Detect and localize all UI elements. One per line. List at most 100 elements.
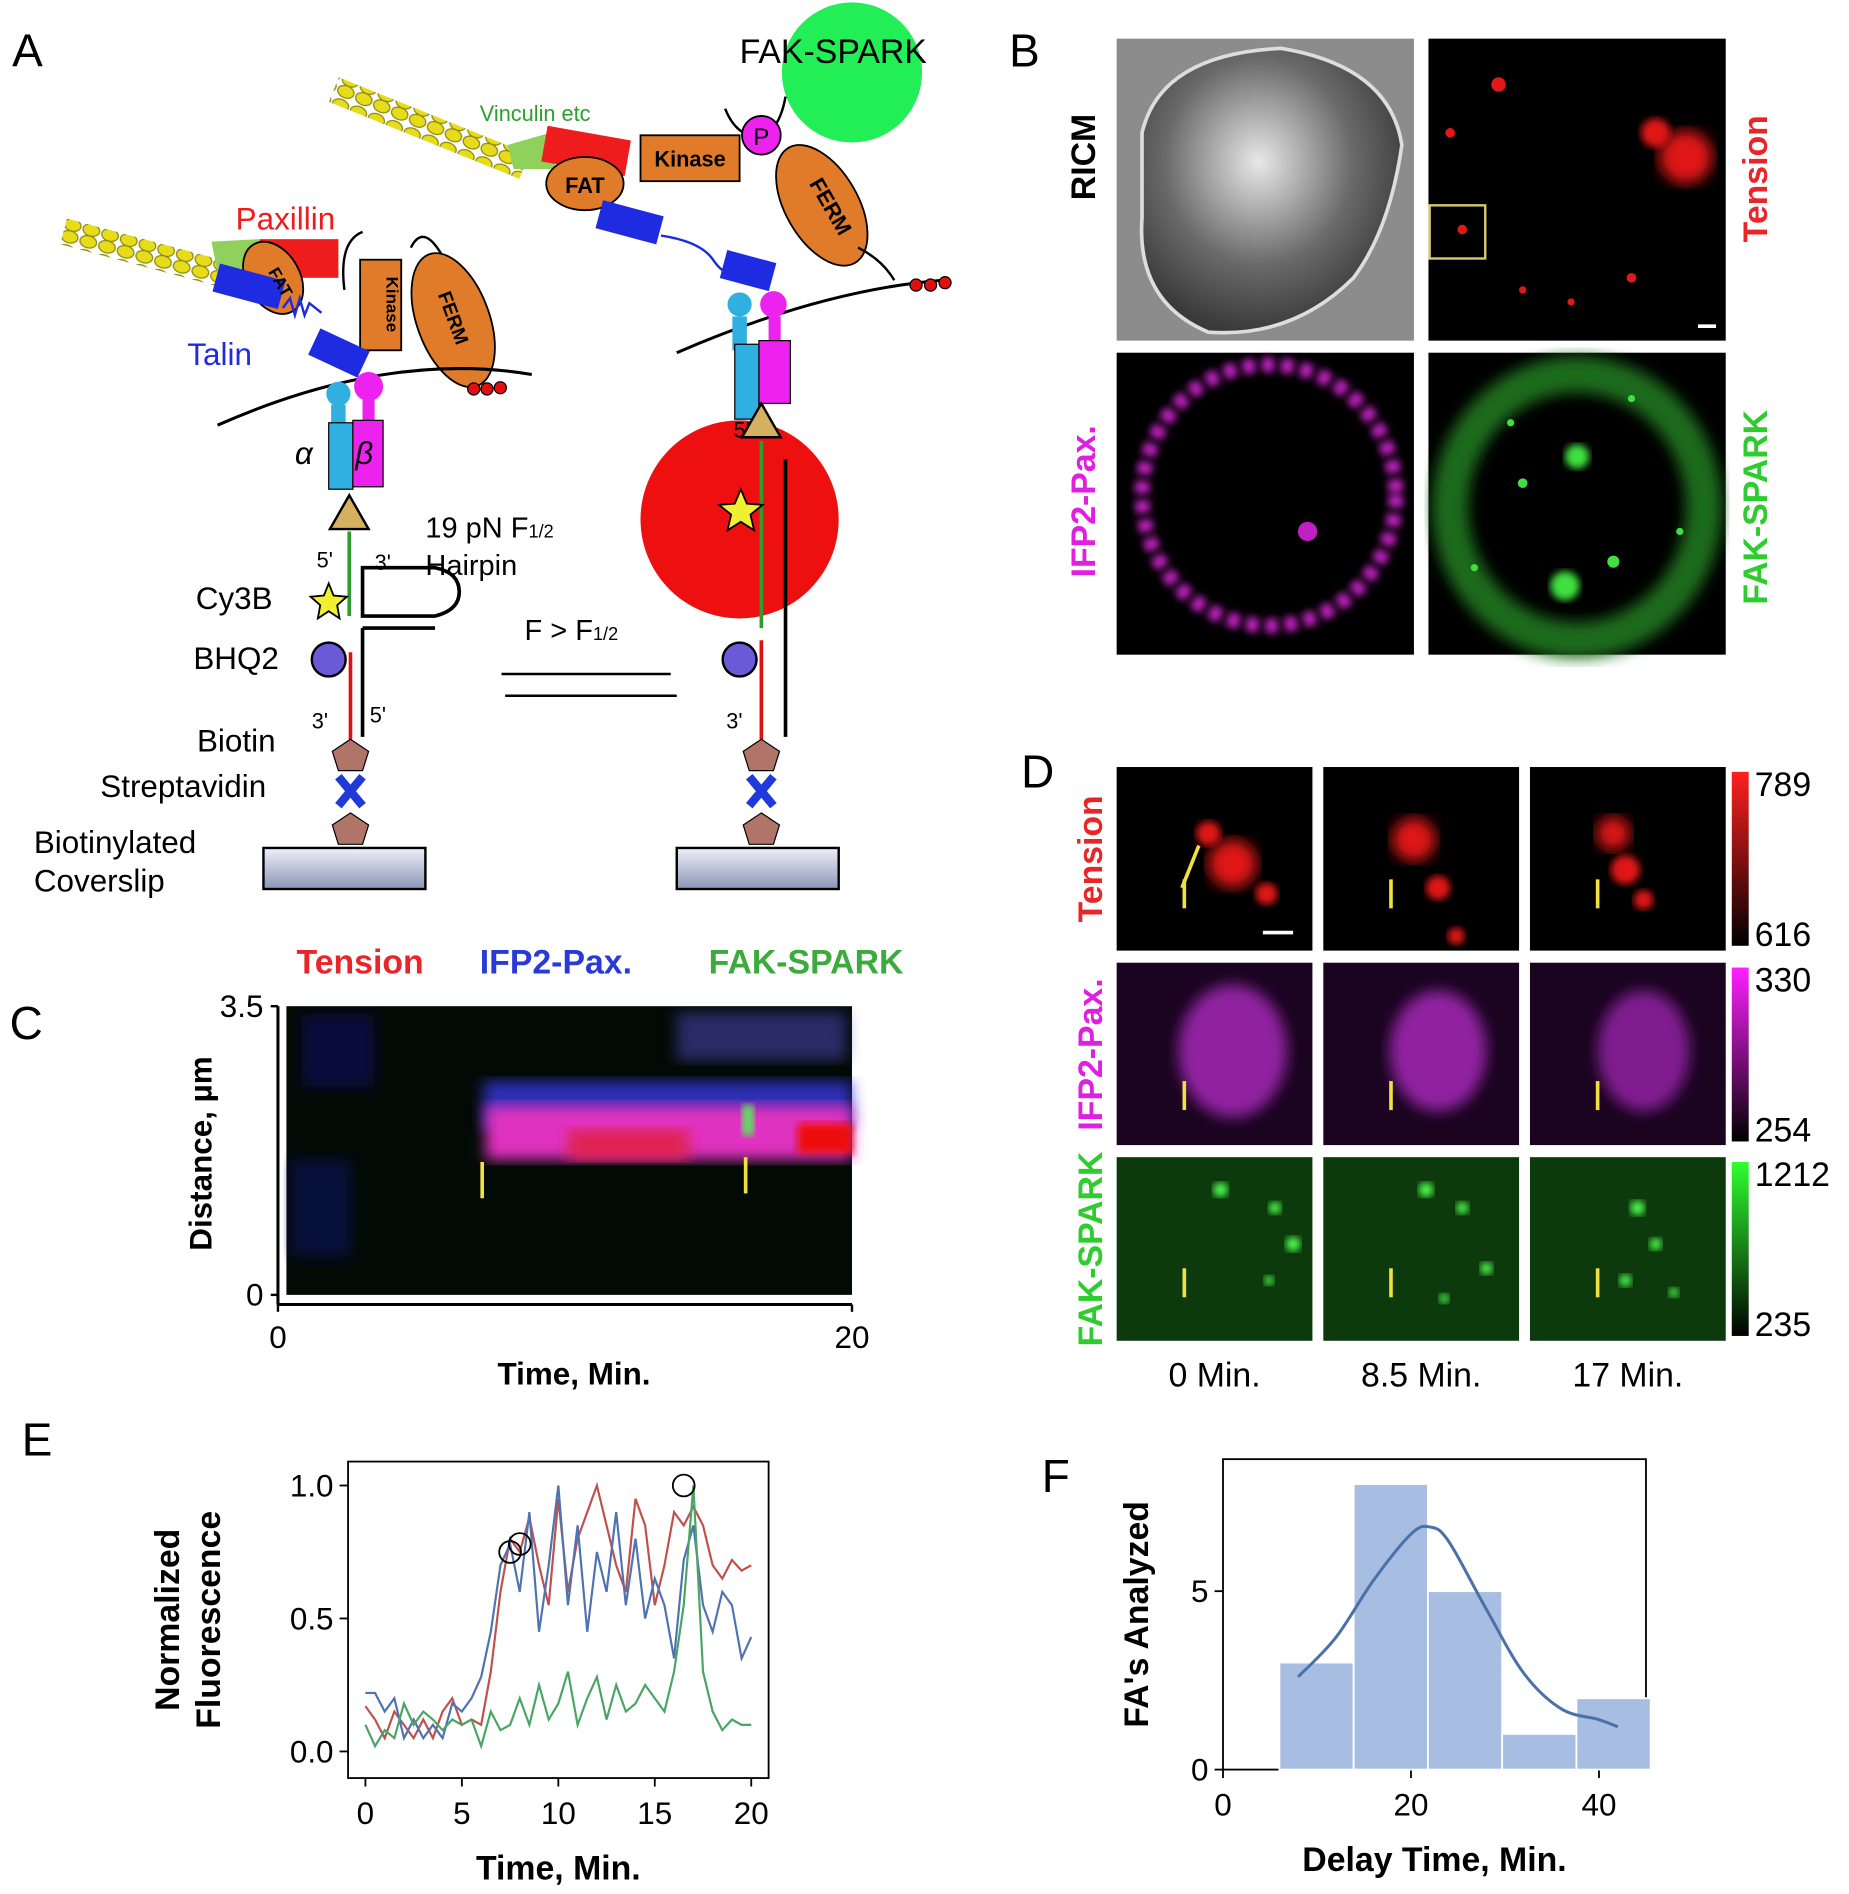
panel-a-diagram-part — [742, 812, 781, 845]
panel-a-diagram-part — [342, 230, 443, 291]
panel-d-images-part — [1268, 1201, 1282, 1214]
panel-d-images-part — [1447, 927, 1465, 945]
panel-b-images-part — [1428, 38, 1726, 341]
label: Biotin — [197, 723, 276, 758]
panel-b-labels: RICM Tension IFP2-Pax. FAK-SPARK — [1065, 114, 1775, 605]
panel-a-diagram-part — [639, 134, 741, 183]
panel-b-images-part — [1519, 286, 1527, 294]
label-text: F > F — [524, 615, 592, 647]
panel-d-images-part — [1668, 1287, 1679, 1298]
panel-b-images-part — [1506, 419, 1515, 427]
panel-b-images-part — [1565, 444, 1590, 469]
panel-label: E — [22, 1414, 53, 1466]
y-axis-title: Fluorescence — [190, 1511, 228, 1729]
label: P — [753, 124, 769, 151]
histogram-bar — [1501, 1732, 1578, 1771]
label-text: 19 pN F — [425, 513, 528, 545]
row-label: FAK-SPARK — [1072, 1151, 1110, 1346]
panel-a-diagram-part — [716, 486, 765, 533]
colorbar-max: 1212 — [1755, 1156, 1830, 1194]
column-label: 8.5 Min. — [1361, 1357, 1481, 1395]
panel-a-diagram-part — [775, 144, 869, 267]
x-tick-label: 15 — [637, 1796, 672, 1831]
panel-a-diagram-part — [909, 278, 923, 292]
panel-a-diagram-part — [326, 381, 351, 406]
panel-a-diagram-part — [675, 846, 840, 891]
kymograph — [286, 1006, 852, 1295]
panel-a-diagram-part — [328, 422, 354, 490]
panel-a-diagram-part — [480, 382, 494, 396]
panel-a-diagram-part — [758, 340, 791, 405]
image-label: RICM — [1065, 114, 1103, 200]
y-tick-label: 5 — [1191, 1574, 1208, 1609]
panel-d-images-part — [1529, 1157, 1726, 1341]
panel-label: D — [1021, 746, 1054, 798]
column-label: 0 Min. — [1168, 1357, 1260, 1395]
panel-a-diagram-part — [352, 419, 384, 488]
kymograph-part — [742, 1105, 755, 1136]
panel-b-images-part — [1550, 571, 1580, 601]
panel-a-diagram-part — [360, 626, 436, 737]
axis-title: Time, Min. — [498, 1356, 651, 1391]
panel-d-images-part — [1255, 882, 1278, 905]
data-line — [365, 1485, 753, 1742]
x-tick-label: 20 — [835, 1320, 870, 1355]
histogram-bar — [1352, 1483, 1429, 1771]
label: F > F1/2 — [524, 615, 618, 647]
x-tick-label: 0 — [1214, 1787, 1231, 1822]
panel-b-images-part — [1428, 204, 1487, 260]
panel-b-images-part — [1567, 298, 1575, 306]
label: 5' — [734, 417, 750, 442]
x-tick-label: 0 — [269, 1320, 286, 1355]
panel-a-diagram-part — [732, 316, 747, 351]
legend-entry: FAK-SPARK — [709, 944, 904, 982]
panel-b-images-part — [1134, 357, 1404, 633]
panel-d-images-part — [1389, 990, 1487, 1112]
kymograph-part — [797, 1123, 852, 1154]
x-axis-title: Delay Time, Min. — [1302, 1841, 1566, 1879]
panel-b-images-part — [1139, 46, 1404, 335]
peak-marker — [507, 1532, 532, 1556]
panel-a-diagram-part — [923, 278, 938, 292]
panel-label: A — [12, 24, 43, 76]
panel-a-diagram-part — [742, 738, 781, 772]
x-axis-title: Time, Min. — [476, 1850, 641, 1888]
image-label: Tension — [1737, 115, 1775, 242]
panel-d-images-part — [1619, 1274, 1632, 1287]
panel-d-images-part — [1196, 821, 1221, 846]
panel-d-images-part — [1597, 990, 1690, 1112]
panel-d-images-part — [1610, 855, 1640, 885]
x-tick-label: 5 — [453, 1796, 470, 1831]
panel-a-diagram — [60, 2, 952, 891]
label: 3' — [375, 550, 391, 575]
y-tick-label: 0.0 — [290, 1734, 334, 1769]
density-curve — [1297, 1524, 1619, 1729]
panel-a-diagram-part — [781, 2, 923, 143]
panel-label: C — [10, 997, 43, 1049]
image-label: FAK-SPARK — [1737, 409, 1775, 604]
row-label: IFP2-Pax. — [1072, 978, 1110, 1130]
label: Paxillin — [236, 202, 336, 237]
panel-d-images-part — [1213, 1182, 1228, 1198]
panel-label: B — [1009, 24, 1040, 76]
label-subscript: 1/2 — [529, 522, 554, 542]
panel-d-images-part — [1418, 1182, 1434, 1198]
panel-d-labels: Tension 789 616 IFP2-Pax. 330 254 FAK-SPARK 121… — [1072, 766, 1830, 1395]
panel-a-diagram-part — [719, 250, 777, 292]
y-tick-label: 0 — [246, 1278, 263, 1313]
x-tick-label: 20 — [1394, 1787, 1429, 1822]
y-tick-label: 1.0 — [290, 1468, 334, 1503]
peak-marker — [671, 1473, 696, 1498]
panel-d-images-part — [1285, 1236, 1301, 1252]
line-chart: 0 5 10 15 20 0.0 0.5 1.0 Time, Min. Normalized Flu… — [149, 1460, 770, 1888]
histogram-chart: 0 20 40 0 5 Delay Time, Min. FA's Analyzed — [1118, 1458, 1652, 1879]
panel-b-images-part — [1626, 272, 1637, 283]
panel-a-diagram-part — [335, 773, 366, 809]
panel-c-axes: Distance, µm Time, Min. Tension IFP2-Pax.… — [183, 944, 904, 1392]
y-axis-title: Normalized — [149, 1529, 187, 1711]
data-line — [364, 1485, 752, 1750]
panel-a-diagram-part — [721, 641, 758, 678]
label: Talin — [187, 337, 252, 372]
colorbar-min: 254 — [1755, 1111, 1811, 1149]
